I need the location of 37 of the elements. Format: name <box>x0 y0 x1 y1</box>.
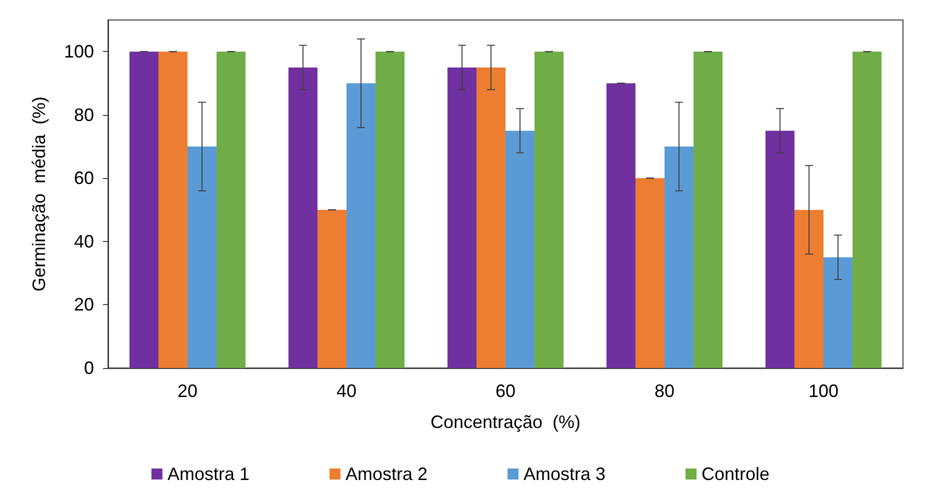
legend-label: Controle <box>702 464 770 484</box>
bar <box>694 52 723 368</box>
bar <box>376 52 405 368</box>
x-tick-label: 20 <box>177 381 198 401</box>
bar <box>606 83 636 368</box>
legend-label: Amostra 2 <box>345 464 428 484</box>
bar <box>824 257 853 368</box>
x-tick-label: 100 <box>808 381 839 401</box>
bar <box>129 52 158 368</box>
y-tick-label: 60 <box>74 168 94 188</box>
bar <box>664 146 694 368</box>
x-tick-label: 60 <box>495 381 516 401</box>
x-tick-label: 80 <box>654 381 675 401</box>
y-tick-label: 80 <box>74 104 94 125</box>
legend-label: Amostra 3 <box>523 464 606 484</box>
legend-label: Amostra 1 <box>167 464 250 484</box>
bar <box>506 130 535 368</box>
bar <box>317 210 346 368</box>
bar <box>852 52 882 368</box>
bar <box>346 83 376 368</box>
bar <box>447 67 476 368</box>
bar <box>534 52 564 368</box>
y-axis-title: Germinação média (%) <box>29 96 49 292</box>
bar <box>635 178 664 368</box>
y-tick-label: 0 <box>84 358 94 378</box>
bar <box>476 67 506 368</box>
bar <box>765 130 794 368</box>
bar <box>216 52 246 368</box>
x-axis-title: Concentração (%) <box>430 412 581 432</box>
bar <box>794 210 824 368</box>
y-tick-label: 40 <box>74 231 94 252</box>
bar <box>288 67 318 368</box>
y-tick-label: 20 <box>74 294 94 315</box>
bar <box>158 52 188 368</box>
x-tick-label: 40 <box>336 381 357 401</box>
bar <box>188 146 217 368</box>
y-tick-label: 100 <box>64 42 94 62</box>
